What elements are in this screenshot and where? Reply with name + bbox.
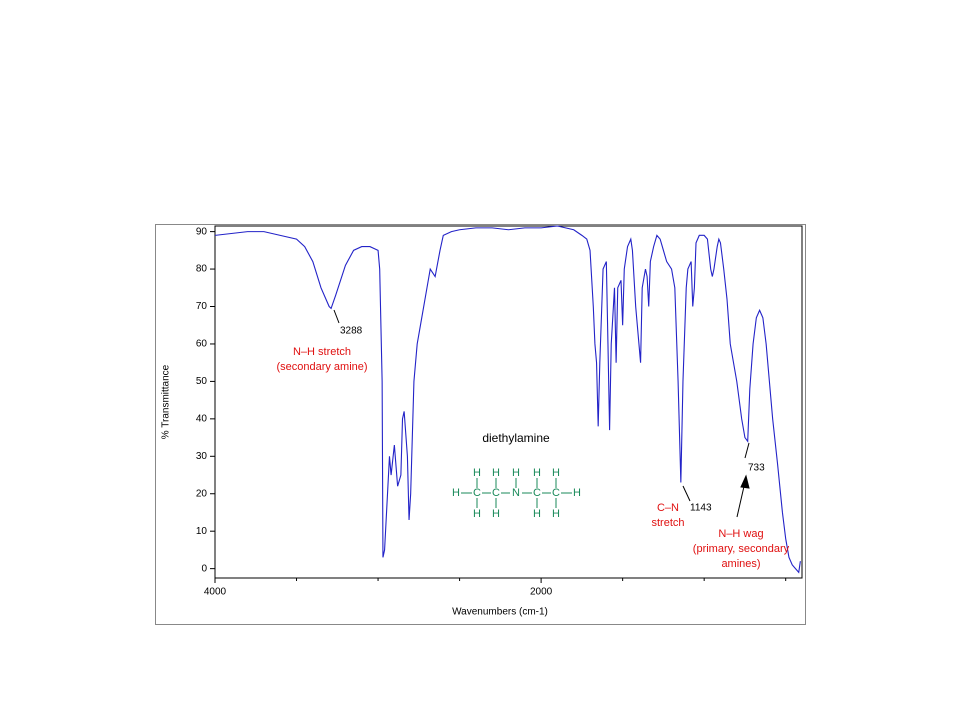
pointers — [333, 309, 750, 518]
atom: N — [512, 487, 520, 499]
y-tick-label: 0 — [201, 563, 207, 574]
peak-label: 733 — [748, 463, 765, 474]
bonds — [461, 478, 572, 508]
atom: H — [452, 487, 460, 499]
atom: C — [533, 487, 541, 499]
peak-note: (secondary amine) — [276, 361, 367, 373]
atom: H — [492, 467, 500, 479]
y-tick-label: 50 — [196, 376, 208, 387]
y-tick-label: 90 — [196, 226, 208, 237]
peak-note: C–N — [657, 502, 679, 514]
plot-area — [214, 225, 803, 579]
atom: H — [552, 467, 560, 479]
y-tick-label: 20 — [196, 488, 208, 499]
y-tick-label: 70 — [196, 301, 208, 312]
atom: C — [473, 487, 481, 499]
x-tick-label: 4000 — [204, 587, 227, 598]
compound-name: diethylamine — [482, 431, 550, 445]
atom: H — [552, 508, 560, 520]
peak-note: stretch — [651, 517, 684, 529]
y-tick-label: 30 — [196, 451, 208, 462]
frame — [155, 224, 806, 625]
x-axis-title: Wavenumbers (cm-1) — [452, 607, 548, 618]
peak-note: (primary, secondary — [693, 543, 790, 555]
spectrum-line — [214, 225, 801, 574]
atom: H — [473, 467, 481, 479]
atom: H — [573, 487, 581, 499]
atom: H — [533, 467, 541, 479]
y-tick-label: 80 — [196, 264, 208, 275]
x-tick-label: 2000 — [530, 587, 553, 598]
peak-label: 1143 — [690, 503, 712, 514]
atom: C — [552, 487, 560, 499]
y-tick-label: 10 — [196, 526, 208, 537]
atom: H — [512, 467, 520, 479]
peak-note: N–H wag — [718, 528, 763, 540]
peak-note: N–H stretch — [293, 346, 351, 358]
atom: H — [473, 508, 481, 520]
atom: H — [492, 508, 500, 520]
peak-label: 3288 — [340, 326, 363, 337]
atom: H — [533, 508, 541, 520]
y-axis-title: % Transmittance — [161, 364, 172, 439]
y-tick-label: 40 — [196, 413, 208, 424]
peak-note: amines) — [721, 558, 760, 570]
y-tick-label: 60 — [196, 339, 208, 350]
atom: C — [492, 487, 500, 499]
